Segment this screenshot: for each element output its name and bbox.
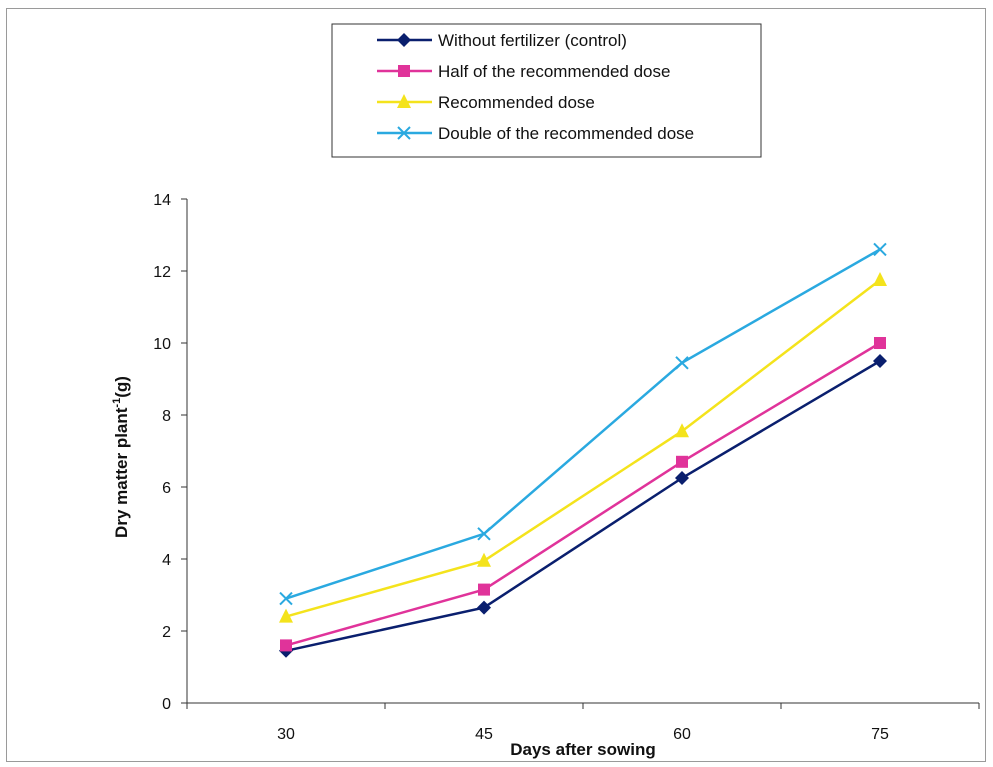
y-tick-label: 10 — [153, 336, 171, 353]
data-point-series-2 — [280, 639, 292, 652]
legend-marker — [398, 65, 410, 77]
data-point-series-2 — [874, 337, 886, 349]
legend-marker — [397, 33, 411, 47]
data-point-series-3 — [675, 423, 689, 438]
y-axis-title-unit: (g) — [112, 376, 131, 398]
x-axis-title: Days after sowing — [510, 740, 656, 759]
data-point-series-1 — [675, 471, 689, 485]
legend-marker — [397, 126, 411, 140]
y-axis-title: Dry matter plant-1(g) — [111, 376, 131, 538]
y-tick-label: 12 — [153, 264, 171, 281]
y-tick-label: 4 — [162, 552, 171, 569]
legend-label: Half of the recommended dose — [438, 62, 670, 81]
series-line-1 — [285, 359, 881, 653]
legend-label: Double of the recommended dose — [438, 124, 694, 143]
chart-frame: Without fertilizer (control) Half of the … — [6, 8, 986, 762]
series-line-4 — [285, 248, 881, 600]
data-point-series-2 — [478, 583, 490, 596]
data-point-series-2 — [676, 455, 688, 468]
line-chart: Without fertilizer (control) Half of the … — [111, 23, 980, 759]
data-point-series-3 — [477, 552, 491, 567]
x-tick-label: 45 — [475, 726, 493, 743]
y-axis-title-superscript: -1 — [111, 398, 123, 408]
y-tick-label: 14 — [153, 192, 171, 209]
data-point-series-3 — [873, 272, 887, 286]
y-tick-label: 0 — [162, 696, 171, 713]
legend-marker — [397, 94, 411, 108]
data-point-series-4 — [675, 356, 689, 370]
legend-label: Recommended dose — [438, 93, 595, 112]
x-tick-label: 60 — [673, 726, 691, 743]
y-tick-label: 2 — [162, 624, 171, 641]
y-tick-label: 6 — [162, 480, 171, 497]
data-point-series-4 — [477, 527, 491, 541]
x-tick-label: 75 — [871, 726, 889, 743]
series-line-2 — [285, 341, 881, 647]
x-tick-label: 30 — [277, 726, 295, 743]
data-point-series-1 — [477, 600, 491, 615]
data-point-series-4 — [873, 242, 887, 257]
data-point-series-3 — [279, 608, 293, 623]
legend-label: Without fertilizer (control) — [438, 31, 627, 50]
y-tick-label: 8 — [162, 408, 171, 425]
data-point-series-4 — [279, 591, 293, 606]
series-line-3 — [285, 279, 881, 618]
y-axis-title-main: Dry matter plant — [112, 407, 131, 538]
data-point-series-1 — [873, 354, 887, 368]
